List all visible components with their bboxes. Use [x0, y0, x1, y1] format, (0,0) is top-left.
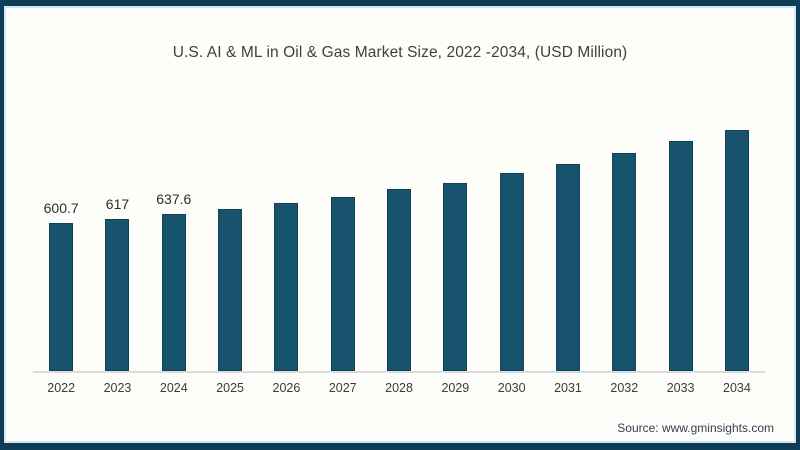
x-axis-tick-label: 2032 [610, 381, 639, 395]
bar-value-label: 617 [105, 196, 130, 212]
bar [274, 203, 299, 371]
x-axis-tick-label: 2027 [328, 381, 357, 395]
bar-column [427, 176, 483, 371]
bar-value-label: 600.7 [43, 200, 79, 216]
bar [443, 183, 468, 371]
x-axis-tick-label: 2025 [216, 381, 244, 395]
bar-column [596, 146, 652, 371]
x-axis-tick-label: 2028 [385, 381, 413, 395]
x-axis-tick-label: 2034 [723, 381, 751, 395]
bar [612, 153, 637, 371]
bar [555, 164, 580, 371]
bar-chart: 600.7 617 637.6 2022 2023 2024 2025 2026 2027 20… [33, 83, 765, 395]
x-axis-tick-label: 2022 [47, 381, 76, 395]
bar-column: 637.6 [146, 191, 202, 371]
x-axis-tick-label: 2031 [554, 381, 582, 395]
bar [387, 189, 412, 371]
bar-column [652, 134, 708, 371]
x-axis-tick-label: 2030 [497, 381, 526, 395]
bar [499, 173, 524, 371]
bar-column [540, 157, 596, 371]
x-axis-tick-label: 2024 [159, 381, 188, 395]
bar-column [371, 182, 427, 371]
bar-column [484, 166, 540, 371]
plot-area: 600.7 617 637.6 [33, 83, 765, 373]
bar [161, 214, 186, 371]
bar-column [258, 196, 314, 371]
bar [668, 141, 693, 371]
bar-value-label: 637.6 [156, 191, 192, 207]
bar-column [315, 190, 371, 371]
bar-column [202, 202, 258, 371]
bar [218, 209, 243, 371]
x-axis-tick-label: 2033 [666, 381, 695, 395]
bar [330, 197, 355, 371]
chart-title: U.S. AI & ML in Oil & Gas Market Size, 2… [172, 44, 628, 61]
bar-column [709, 123, 765, 371]
bar [724, 130, 749, 371]
x-axis-tick-label: 2023 [103, 381, 132, 395]
bar-column: 600.7 [33, 200, 89, 371]
bar [49, 223, 74, 371]
x-axis-tick-label: 2029 [441, 381, 470, 395]
x-axis-labels: 2022 2023 2024 2025 2026 2027 2028 2029 2030 2031… [33, 373, 765, 395]
bar [105, 219, 130, 371]
x-axis-tick-label: 2026 [272, 381, 301, 395]
bar-column: 617 [89, 196, 145, 371]
source-text: Source: www.gminsights.com [617, 421, 774, 435]
